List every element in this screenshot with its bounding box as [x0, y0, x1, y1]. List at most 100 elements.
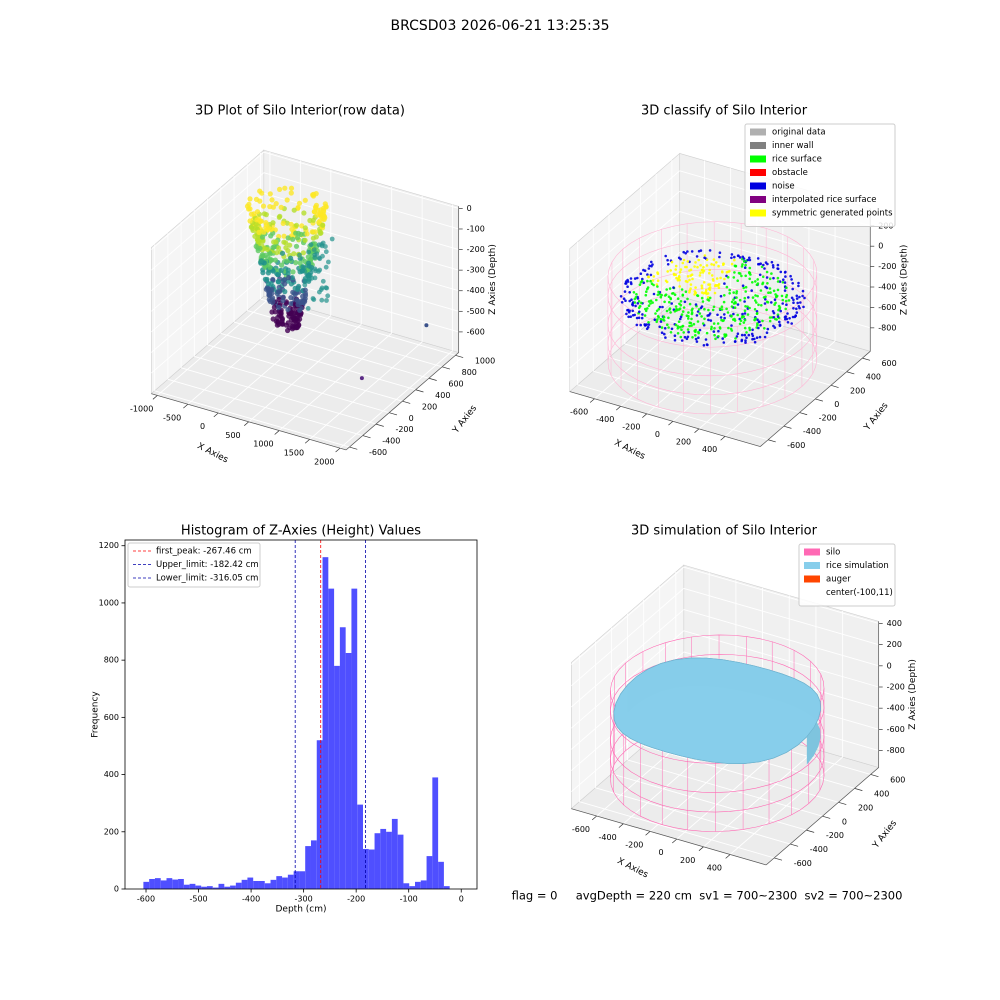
tick-mark: [815, 398, 823, 402]
point: [666, 323, 669, 327]
point: [646, 286, 650, 289]
z-tick-label: 0: [887, 661, 892, 670]
point: [690, 312, 694, 316]
wire: [610, 654, 825, 764]
point: [308, 242, 314, 248]
x-tick-label: -1000: [130, 405, 153, 414]
point: [262, 276, 268, 282]
point: [289, 275, 295, 281]
point: [692, 322, 696, 326]
point: [755, 310, 759, 313]
tick-mark: [846, 371, 855, 375]
point: [693, 329, 696, 333]
y-tick-label: 200: [858, 803, 873, 812]
point: [689, 287, 692, 290]
point: [301, 265, 307, 271]
point: [637, 316, 641, 320]
legend-swatch: [750, 182, 766, 190]
point: [635, 323, 639, 327]
tick-mark: [790, 843, 799, 847]
grid-line: [571, 630, 685, 729]
point: [325, 293, 331, 299]
point: [784, 275, 787, 278]
point: [727, 326, 730, 330]
legend-swatch: [804, 548, 820, 556]
point: [700, 286, 704, 290]
tick-mark: [806, 829, 815, 833]
point: [740, 333, 744, 337]
point: [694, 334, 697, 337]
point: [257, 198, 263, 204]
point: [779, 309, 782, 313]
y-tick-label: 1000: [475, 356, 495, 365]
point: [263, 286, 269, 292]
point: [776, 276, 780, 280]
point: [649, 273, 653, 277]
point: [712, 330, 716, 333]
point: [647, 321, 650, 324]
point: [746, 305, 749, 309]
point: [664, 254, 667, 258]
point: [254, 209, 261, 215]
point: [300, 250, 306, 256]
point: [790, 296, 794, 300]
point: [628, 291, 631, 294]
tick-mark: [830, 385, 839, 388]
point-cloud: [610, 634, 825, 832]
tick-mark: [349, 446, 358, 450]
bar: [143, 881, 150, 889]
point: [687, 311, 690, 314]
point: [765, 270, 769, 274]
point: [302, 197, 308, 203]
z-tick-label: 0: [467, 204, 472, 213]
point: [789, 274, 792, 278]
point: [629, 277, 633, 280]
point: [764, 298, 767, 301]
tick-mark: [725, 854, 731, 859]
tick-mark: [668, 421, 674, 426]
legend-label: symmetric generated points: [772, 209, 893, 219]
bar: [339, 627, 346, 889]
y-tick-label: 200: [850, 386, 865, 395]
point: [745, 336, 748, 340]
point: [264, 246, 270, 252]
wire: [607, 288, 818, 396]
point: [719, 316, 723, 319]
point: [771, 264, 775, 267]
legend-label: obstacle: [772, 168, 808, 178]
point: [798, 306, 801, 310]
point: [734, 264, 737, 268]
point: [628, 299, 631, 303]
point: [786, 321, 790, 324]
point: [766, 327, 770, 331]
point: [723, 335, 727, 338]
point: [688, 302, 692, 306]
point: [248, 224, 254, 230]
point: [790, 322, 793, 325]
point: [726, 311, 730, 314]
point: [668, 300, 671, 304]
point: [285, 235, 291, 241]
grid-line: [151, 151, 265, 250]
point: [275, 245, 282, 251]
point: [699, 264, 702, 267]
point: [696, 320, 700, 323]
point: [748, 256, 751, 260]
point: [314, 212, 320, 218]
bar: [443, 886, 450, 889]
y-axis-label: Frequency: [91, 691, 101, 738]
point: [670, 327, 674, 331]
point: [730, 253, 734, 256]
point: [282, 277, 288, 283]
point: [735, 296, 738, 299]
tick-mark: [428, 377, 437, 381]
legend-label: Upper_limit: -182.42 cm: [156, 560, 259, 570]
z-axis-label: Z Axies (Depth): [488, 244, 498, 315]
tick-mark: [672, 838, 677, 844]
point: [641, 313, 644, 316]
point: [741, 312, 744, 316]
point: [697, 330, 700, 334]
grid-line: [151, 234, 265, 333]
point: [627, 315, 630, 319]
point: [739, 319, 743, 323]
